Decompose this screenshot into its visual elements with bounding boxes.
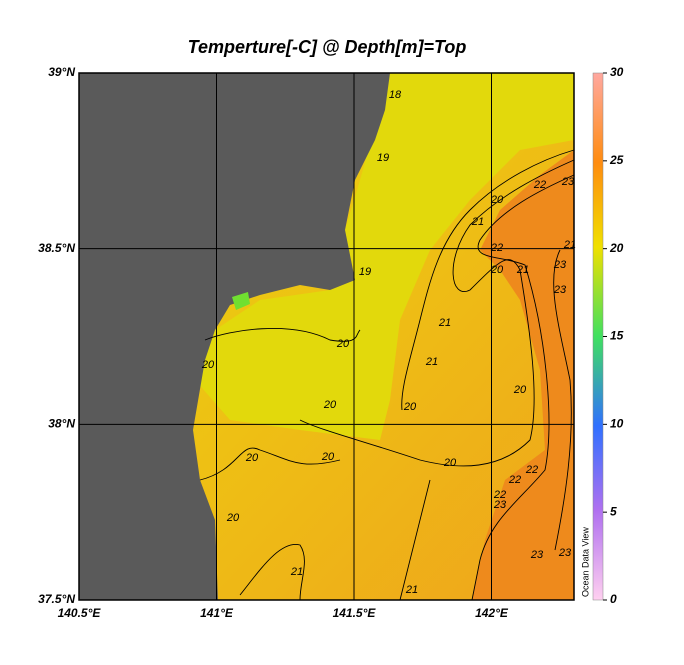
y-tick-label: 38.5°N — [38, 241, 75, 255]
contour-label: 20 — [245, 452, 259, 464]
contour-label: 23 — [553, 284, 567, 296]
colorbar-tick-label: 20 — [609, 241, 624, 255]
colorbar-tick-label: 15 — [610, 329, 624, 343]
contour-label: 20 — [323, 399, 337, 411]
contour-label: 23 — [530, 549, 544, 561]
warm-water — [472, 150, 574, 600]
colorbar-tick-label: 30 — [610, 65, 624, 79]
plot-frame — [78, 72, 575, 601]
contour-label: 20 — [403, 401, 417, 413]
x-tick-label: 141.5°E — [333, 606, 377, 620]
contour-label: 22 — [533, 179, 546, 191]
contour-label: 21 — [290, 566, 303, 578]
contour-label: 20 — [201, 359, 215, 371]
colorbar-tick-label: 5 — [610, 504, 617, 518]
contour-label: 22 — [508, 474, 521, 486]
x-tick-label: 142°E — [475, 606, 509, 620]
cool-water — [195, 73, 574, 440]
contour-label: 23 — [493, 499, 507, 511]
x-tick-label: 140.5°E — [58, 606, 102, 620]
contour-label: 20 — [513, 384, 527, 396]
contour-label: 23 — [558, 547, 572, 559]
contour-label: 20 — [490, 194, 504, 206]
contour-label: 18 — [389, 89, 402, 101]
y-tick-label: 38°N — [48, 417, 75, 431]
cold-patch — [232, 292, 250, 310]
contour-label: 21 — [563, 239, 576, 251]
contour-label: 23 — [561, 176, 575, 188]
contour-label: 21 — [425, 356, 438, 368]
watermark: Ocean Data View — [580, 527, 590, 597]
contour-label: 20 — [490, 264, 504, 276]
colorbar-tick-label: 0 — [610, 592, 617, 606]
contour-label: 21 — [438, 317, 451, 329]
colorbar-tick-label: 10 — [610, 417, 624, 431]
contour-label: 20 — [321, 451, 335, 463]
colorbar-tick-label: 25 — [609, 153, 624, 167]
contour-label: 19 — [359, 266, 371, 278]
x-tick-label: 141°E — [200, 606, 234, 620]
contour-label: 20 — [443, 457, 457, 469]
colorbar — [592, 72, 604, 601]
contour-label: 21 — [471, 216, 484, 228]
land — [79, 73, 390, 600]
contour-label: 21 — [405, 584, 418, 596]
contour-label: 19 — [377, 152, 389, 164]
contour-label: 23 — [553, 259, 567, 271]
contours — [199, 149, 575, 601]
contour-label: 20 — [336, 338, 350, 350]
y-tick-label: 39°N — [48, 65, 75, 79]
y-tick-label: 37.5°N — [38, 592, 75, 606]
map-title: Temperture[-C] @ Depth[m]=Top — [188, 37, 467, 57]
contour-label: 20 — [226, 512, 240, 524]
contour-label: 22 — [490, 242, 503, 254]
contour-label: 22 — [525, 464, 538, 476]
contour-label: 21 — [516, 264, 529, 276]
contour-label: 22 — [493, 489, 506, 501]
